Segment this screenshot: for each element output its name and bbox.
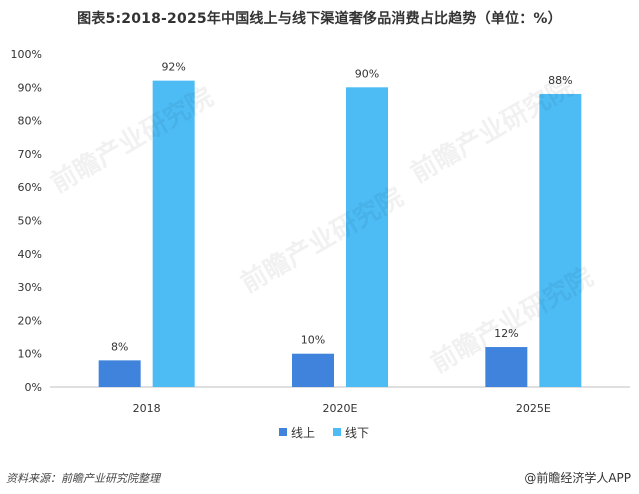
bar-offline	[539, 93, 582, 388]
data-label: 88%	[548, 74, 572, 87]
y-tick-label: 70%	[18, 148, 42, 161]
bar-online	[485, 347, 528, 387]
data-label: 8%	[111, 340, 128, 353]
y-tick-label: 50%	[18, 215, 42, 228]
y-tick-label: 10%	[18, 348, 42, 361]
y-tick-label: 20%	[18, 314, 42, 327]
bar-offline	[346, 87, 388, 388]
legend-label: 线上	[291, 426, 315, 440]
source-note: 资料来源：前瞻产业研究院整理	[6, 472, 160, 485]
legend-swatch-offline	[333, 428, 341, 436]
bar-online	[292, 353, 334, 387]
bar-offline	[152, 80, 195, 387]
y-tick-label: 80%	[18, 115, 42, 128]
x-tick-label: 2025E	[516, 402, 551, 415]
brand-credit: @前瞻经济学人APP	[524, 471, 631, 485]
bar-online	[98, 360, 141, 387]
y-tick-label: 30%	[18, 281, 42, 294]
legend-swatch-online	[279, 428, 287, 436]
x-tick-label: 2020E	[323, 402, 358, 415]
data-label: 12%	[494, 327, 518, 340]
y-tick-label: 60%	[18, 181, 42, 194]
y-tick-label: 0%	[25, 381, 42, 394]
data-label: 90%	[355, 67, 379, 80]
chart-title: 图表5:2018-2025年中国线上与线下渠道奢侈品消费占比趋势（单位：%）	[77, 11, 562, 27]
data-label: 92%	[161, 61, 185, 74]
data-label: 10%	[301, 334, 325, 347]
legend-label: 线下	[345, 426, 369, 440]
y-tick-label: 100%	[11, 48, 42, 61]
y-tick-label: 90%	[18, 81, 42, 94]
y-tick-label: 40%	[18, 248, 42, 261]
x-tick-label: 2018	[133, 402, 161, 415]
